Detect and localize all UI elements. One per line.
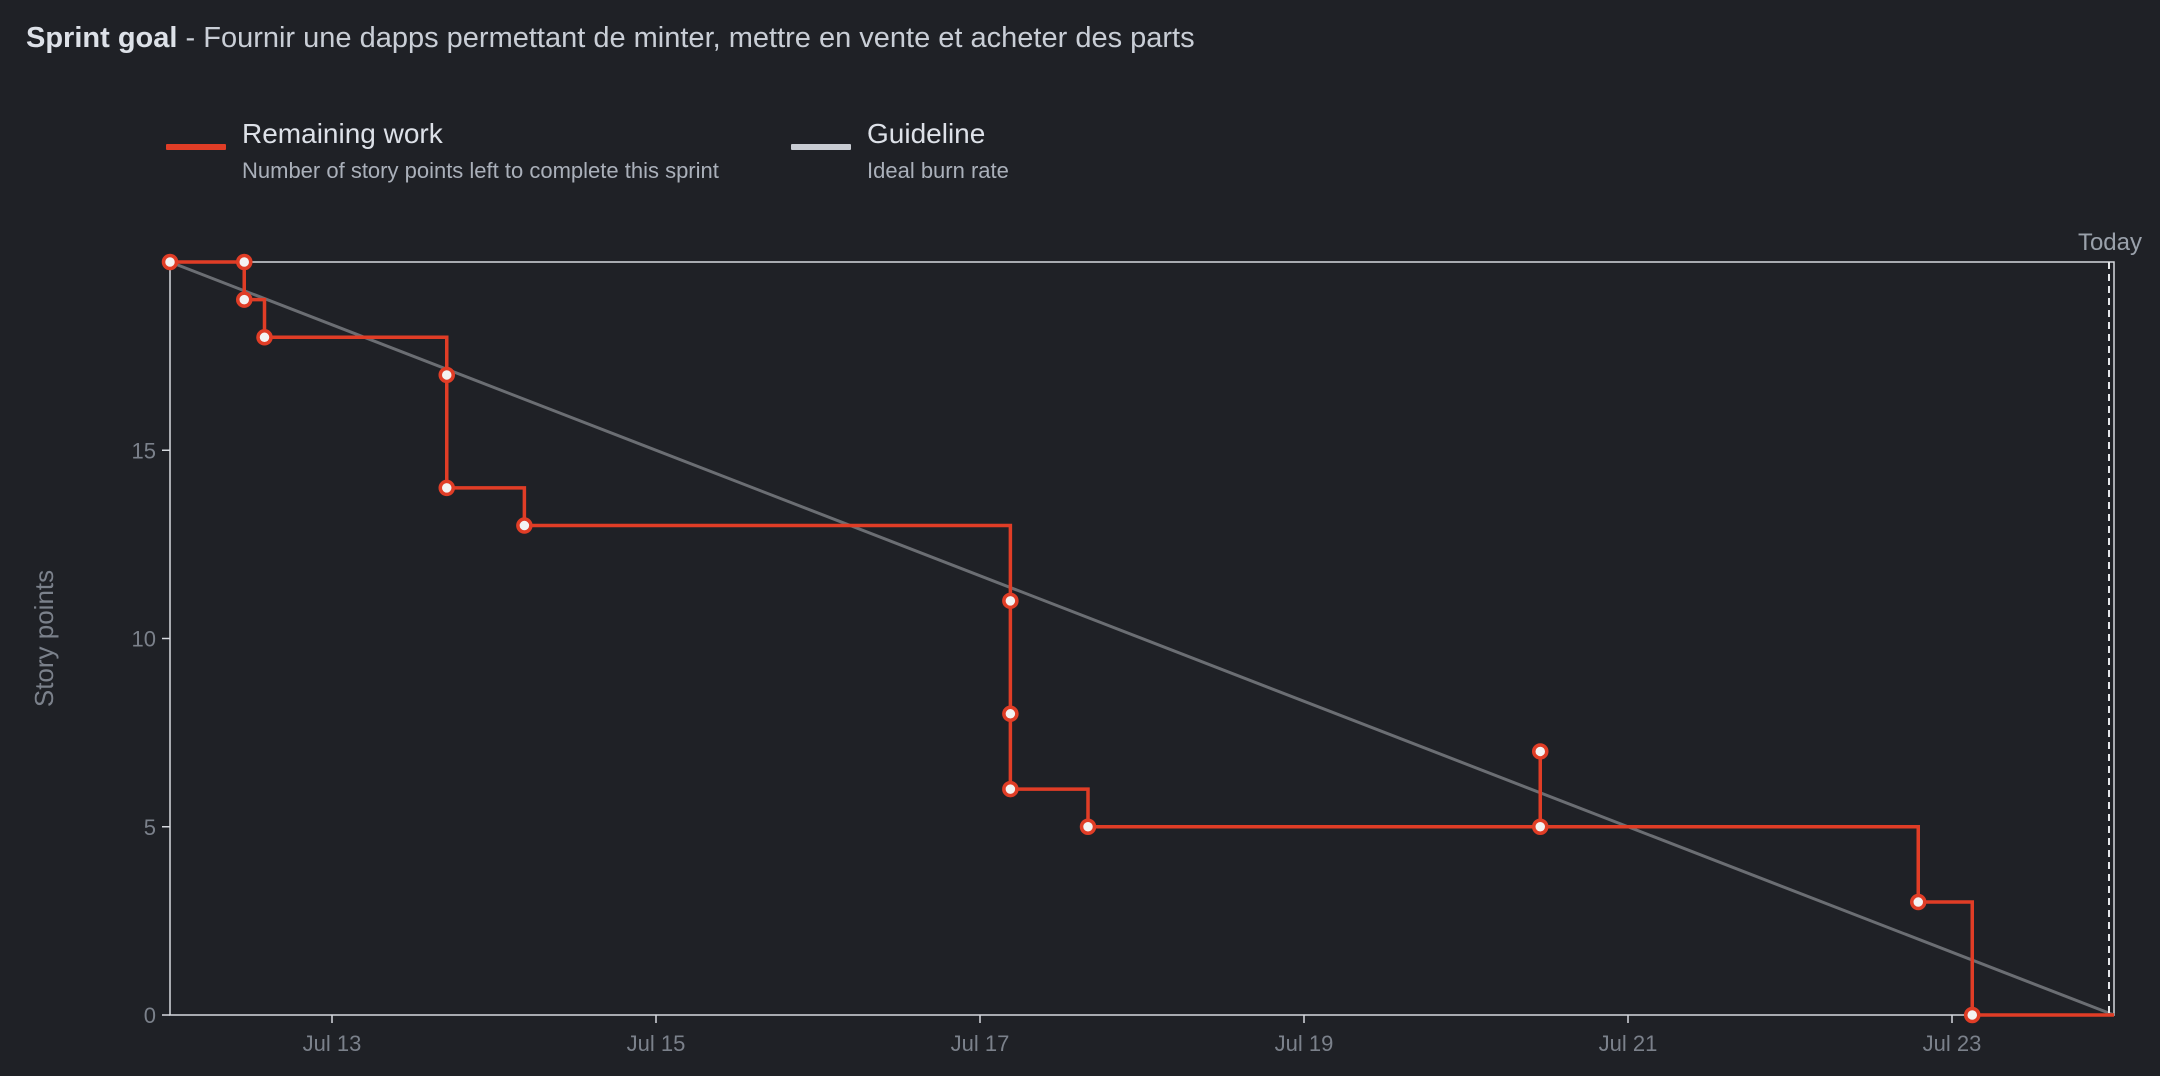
remaining-work-point	[1002, 705, 1019, 723]
legend-title-remaining-work: Remaining work	[242, 118, 443, 149]
x-tick-label: Jul 23	[1923, 1031, 1982, 1056]
today-marker: Today	[2078, 229, 2142, 1015]
remaining-work-series	[161, 253, 2114, 1024]
remaining-work-point	[161, 253, 179, 271]
chart-axes: 0 5 10 15 Jul 13 Jul 15 Jul 17 Jul 19 Jul 21 Jul …	[29, 261, 2115, 1056]
remaining-work-point	[1910, 893, 1927, 911]
y-tick-label: 0	[144, 1003, 156, 1028]
legend-title-guideline: Guideline	[867, 118, 986, 149]
remaining-work-point	[236, 253, 253, 271]
remaining-work-point	[438, 479, 455, 497]
remaining-work-point	[438, 366, 455, 384]
remaining-work-point	[1532, 818, 1549, 835]
sprint-goal-text: - Fournir une dapps permettant de minter…	[177, 22, 1195, 54]
remaining-work-point	[516, 517, 533, 534]
remaining-work-point	[1002, 780, 1019, 798]
legend-description-guideline: Ideal burn rate	[867, 158, 1009, 183]
legend-description-remaining-work: Number of story points left to complete …	[242, 158, 719, 183]
x-tick-label: Jul 21	[1599, 1031, 1658, 1056]
remaining-work-point	[236, 291, 253, 308]
x-tick-label: Jul 19	[1275, 1031, 1334, 1056]
remaining-work-point	[256, 329, 273, 346]
x-tick-label: Jul 15	[627, 1031, 686, 1056]
y-tick-label: 15	[132, 438, 156, 463]
y-tick-label: 10	[132, 627, 156, 652]
guideline-line	[169, 260, 2115, 1017]
remaining-work-point	[1532, 743, 1549, 760]
today-label: Today	[2078, 229, 2142, 256]
sprint-goal-label: Sprint goal	[26, 22, 178, 54]
remaining-work-point	[1002, 592, 1019, 610]
legend-swatch-remaining-work	[166, 144, 226, 150]
remaining-work-point	[1964, 1006, 1981, 1024]
x-tick-label: Jul 17	[951, 1031, 1010, 1056]
sprint-goal: Sprint goal - Fournir une dapps permetta…	[26, 22, 1195, 55]
remaining-work-point	[1079, 818, 1097, 835]
x-tick-label: Jul 13	[303, 1031, 362, 1056]
y-axis-title: Story points	[29, 570, 59, 707]
legend-swatch-guideline	[791, 144, 851, 150]
y-tick-label: 5	[144, 815, 156, 840]
guideline-series	[169, 260, 2115, 1017]
